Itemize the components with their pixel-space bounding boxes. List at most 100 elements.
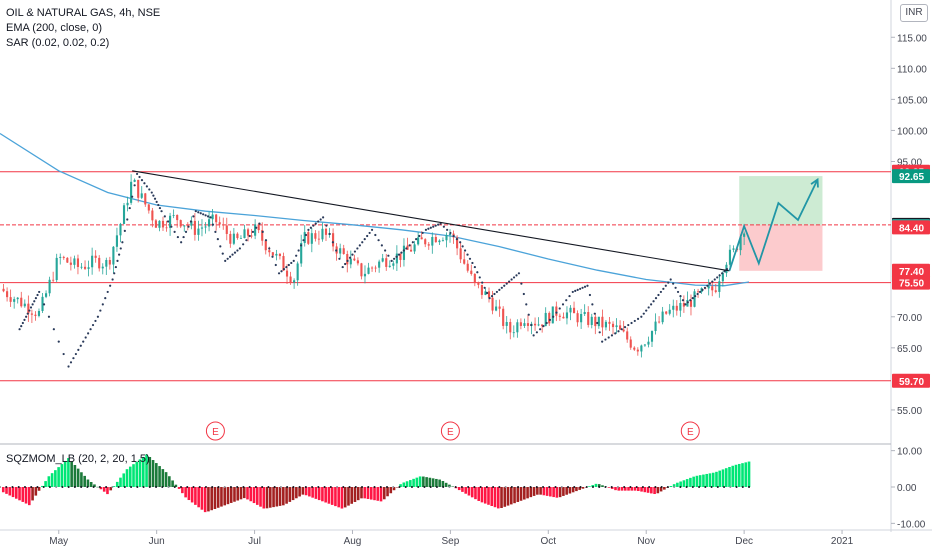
sar-dot [199,212,202,215]
price-axis-label: 55.00 [897,406,922,417]
time-axis-label: Aug [344,536,362,547]
momentum-bar [5,487,8,494]
sar-dot [667,281,670,284]
sar-dot [432,225,435,228]
earnings-marker[interactable]: E [440,421,460,441]
ema-indicator-label[interactable]: EMA (200, close, 0) [6,22,102,34]
sar-dot [341,265,344,269]
momentum-bar [676,482,679,487]
earnings-marker[interactable]: E [680,421,700,441]
momentum-bar [496,487,500,509]
sar-dot [89,328,92,331]
sar-dot [659,290,663,294]
candle-body [672,305,675,310]
momentum-bar [461,487,464,492]
candle-body [544,312,547,327]
candle-body [197,228,200,235]
momentum-bar [715,471,718,487]
sar-dot [415,238,418,241]
price-label-tag [892,263,930,278]
earnings-marker-circle [440,421,460,441]
sar-dot [140,179,144,182]
candle-body [154,220,157,228]
momentum-bar [444,482,448,487]
candle-body [225,225,228,234]
momentum-bar [285,487,288,504]
candle-body [693,291,696,307]
sar-dot [153,197,157,200]
candle-body [445,235,448,241]
squeeze-dot [142,486,145,488]
trendline [132,170,730,272]
squeeze-dot [485,486,488,488]
currency-button[interactable]: INR [900,4,928,22]
sar-dot [696,292,699,296]
momentum-bar [317,487,321,501]
candle-body [658,321,661,323]
sar-dot [718,274,721,277]
candle-body [650,331,654,342]
candle-body [611,323,615,328]
sar-dot [437,223,440,226]
candle-body [172,214,175,216]
momentum-bar [382,487,386,500]
squeeze-dot [604,486,607,488]
momentum-bar [643,487,647,493]
sar-dot [427,227,430,230]
candle-body [6,291,9,298]
sar-dot [642,312,645,315]
sar-dot [620,328,623,331]
candle-body [158,220,161,228]
sar-dot [418,234,421,238]
symbol-title[interactable]: OIL & NATURAL GAS, 4h, NSE [6,7,161,19]
sar-dot [219,245,222,248]
momentum-bar [187,487,191,501]
sar-dot [57,340,60,343]
squeeze-dot [117,486,120,488]
earnings-marker[interactable]: E [205,421,225,441]
candle-body [409,249,413,252]
sar-dot [424,228,428,231]
sar-indicator-label[interactable]: SAR (0.02, 0.02, 0.2) [6,37,110,49]
squeeze-dot [373,486,376,488]
oscillator-legend[interactable]: SQZMOM_LB (20, 2, 20, 1.5) [6,453,150,465]
squeeze-dot [17,486,20,488]
sar-dot [82,340,85,343]
sar-dot [721,272,724,275]
momentum-bar [18,487,21,501]
squeeze-dot [666,486,669,488]
momentum-bar [37,487,41,491]
squeeze-dot [23,486,26,488]
sar-dot [121,241,124,244]
sar-dot [231,253,234,256]
momentum-bar [389,487,393,494]
sar-dot [62,352,65,356]
momentum-bar [490,487,494,506]
candle-body [346,253,349,265]
sar-dot [84,336,87,339]
momentum-bar [197,487,200,508]
momentum-bar [477,487,481,501]
sar-dot [274,263,277,267]
sar-dot [351,253,354,256]
candle-body [427,244,430,246]
candle-body [534,323,537,326]
momentum-bar [158,466,161,487]
sar-dot [542,324,545,328]
candle-body [739,236,742,251]
sar-dot [565,299,568,302]
candle-body [324,228,328,235]
momentum-bar [168,476,171,487]
time-axis-label: Oct [541,536,557,547]
sar-dot [358,244,361,247]
candle-body [583,312,586,315]
sar-dot [292,259,295,262]
sar-dot [38,290,41,294]
momentum-bar [428,477,432,487]
candle-body [137,179,140,198]
sar-dot [135,172,139,176]
candle-body [420,237,423,240]
sar-dot [548,318,552,321]
squeeze-dot [467,486,470,488]
